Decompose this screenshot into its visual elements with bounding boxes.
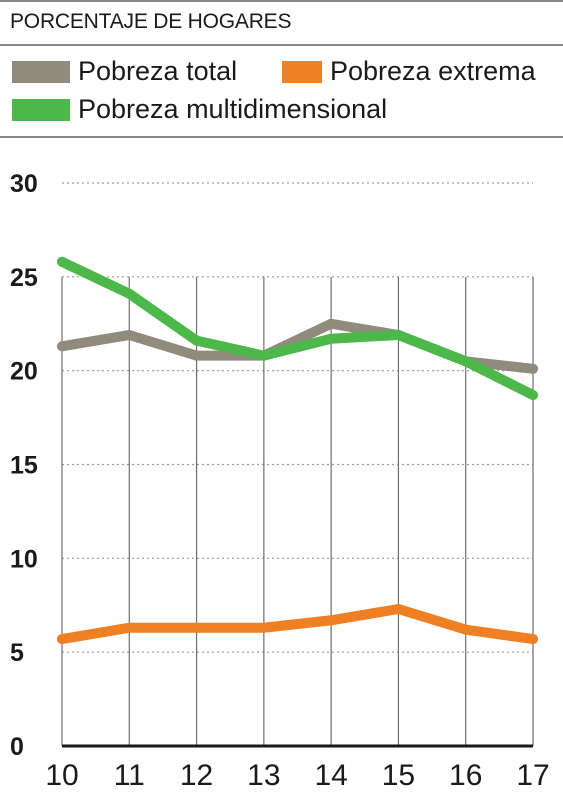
top-rule	[0, 0, 563, 2]
data-point-pobreza-total-17	[528, 363, 538, 374]
data-point-pobreza-multidimensional-16	[460, 356, 471, 367]
x-tick-label-11: 11	[114, 759, 145, 792]
data-point-pobreza-multidimensional-17	[528, 390, 538, 401]
x-tick-label-17: 17	[516, 759, 549, 792]
x-tick-label-15: 15	[382, 759, 415, 792]
y-tick-label-25: 25	[10, 264, 38, 292]
legend-item-pobreza-multidimensional: Pobreza multidimensional	[12, 94, 387, 125]
y-tick-label-10: 10	[10, 545, 38, 573]
chart-title: PORCENTAJE DE HOGARES	[10, 10, 292, 33]
y-tick-label-5: 5	[10, 639, 24, 667]
y-tick-label-30: 30	[10, 170, 38, 198]
data-point-pobreza-multidimensional-13	[258, 350, 269, 361]
data-point-pobreza-total-11	[124, 330, 135, 341]
x-tick-label-14: 14	[314, 759, 347, 792]
y-tick-label-20: 20	[10, 358, 38, 386]
series-line-pobreza-multidimensional	[57, 256, 538, 401]
data-point-pobreza-multidimensional-14	[326, 333, 337, 344]
y-tick-label-15: 15	[10, 452, 38, 480]
legend-swatch-pobreza-total	[12, 60, 70, 83]
data-point-pobreza-total-12	[191, 350, 202, 361]
legend-label-pobreza-total: Pobreza total	[78, 56, 238, 86]
legend-item-pobreza-extrema: Pobreza extrema	[282, 56, 536, 87]
data-point-pobreza-extrema-16	[460, 624, 471, 635]
x-tick-label-16: 16	[449, 759, 482, 792]
y-tick-label-0: 0	[10, 733, 24, 761]
legend-swatch-pobreza-extrema	[282, 60, 322, 83]
x-tick-label-10: 10	[45, 759, 78, 792]
data-point-pobreza-extrema-10	[57, 634, 67, 645]
data-point-pobreza-extrema-11	[124, 622, 135, 633]
legend-swatch-pobreza-multidimensional	[12, 98, 70, 121]
data-point-pobreza-total-14	[326, 318, 337, 329]
data-point-pobreza-multidimensional-12	[191, 335, 202, 346]
data-point-pobreza-extrema-13	[258, 622, 269, 633]
title-rule	[0, 44, 563, 46]
data-point-pobreza-multidimensional-11	[124, 288, 135, 299]
x-tick-label-13: 13	[247, 759, 280, 792]
data-point-pobreza-extrema-15	[393, 604, 404, 615]
x-tick-label-12: 12	[180, 759, 213, 792]
legend-label-pobreza-extrema: Pobreza extrema	[330, 56, 536, 86]
data-point-pobreza-extrema-17	[528, 634, 538, 645]
data-point-pobreza-multidimensional-15	[393, 330, 404, 341]
data-point-pobreza-multidimensional-10	[57, 256, 67, 267]
legend-item-pobreza-total: Pobreza total	[12, 56, 237, 87]
data-point-pobreza-total-10	[57, 341, 67, 352]
data-point-pobreza-extrema-12	[191, 622, 202, 633]
data-point-pobreza-extrema-14	[326, 615, 337, 626]
series-line-pobreza-extrema	[57, 604, 538, 645]
legend-label-pobreza-multidimensional: Pobreza multidimensional	[78, 94, 388, 124]
legend-rule	[0, 136, 563, 138]
